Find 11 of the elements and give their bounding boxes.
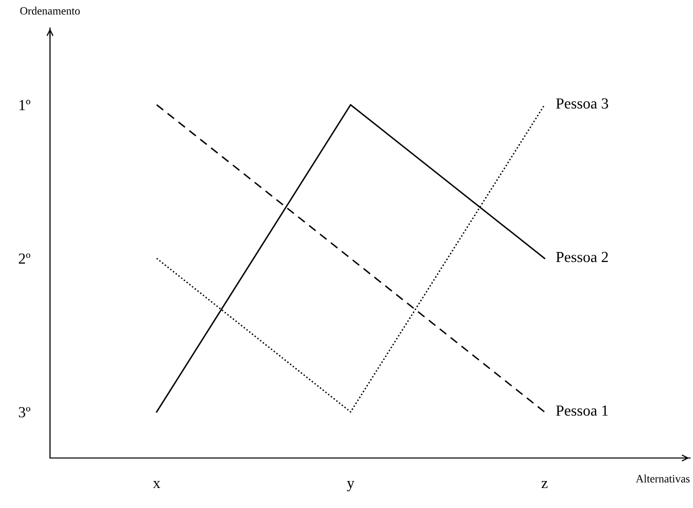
series-label: Pessoa 3 xyxy=(556,98,608,109)
y-tick-label: 3º xyxy=(18,407,30,418)
y-tick-label: 2º xyxy=(18,254,30,264)
x-tick-label: z xyxy=(542,481,548,488)
x-tick-label: x xyxy=(152,481,160,488)
y-tick-label: 1º xyxy=(20,100,30,110)
series-label: Pessoa 1 xyxy=(556,406,608,416)
y-axis-title: Ordenamento xyxy=(20,6,80,15)
series-label: Pessoa 2 xyxy=(556,252,608,262)
x-tick-label: y xyxy=(346,480,354,492)
x-axis-title: Alternativas xyxy=(636,474,690,482)
